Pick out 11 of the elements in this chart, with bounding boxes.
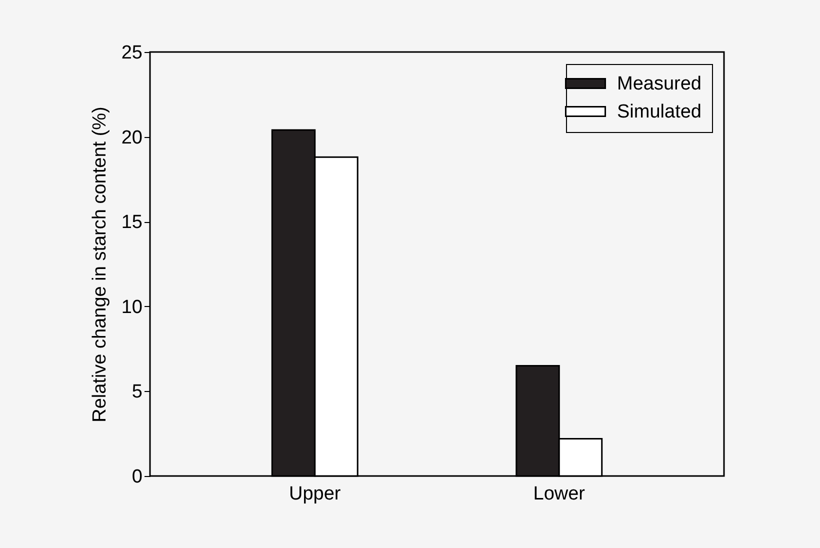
y-tick-label: 20: [121, 127, 142, 148]
legend-label: Simulated: [617, 102, 702, 122]
y-axis-title: Relative change in starch content (%): [89, 106, 110, 422]
x-tick-label: Lower: [533, 484, 586, 504]
y-tick-label: 5: [132, 382, 142, 403]
x-tick-label: Upper: [288, 484, 342, 504]
y-tick-label: 15: [121, 212, 142, 234]
y-tick-label: 0: [132, 466, 142, 488]
legend-label: Measured: [617, 74, 702, 94]
y-tick-label: 25: [121, 42, 142, 64]
y-tick-label: 10: [121, 296, 142, 318]
